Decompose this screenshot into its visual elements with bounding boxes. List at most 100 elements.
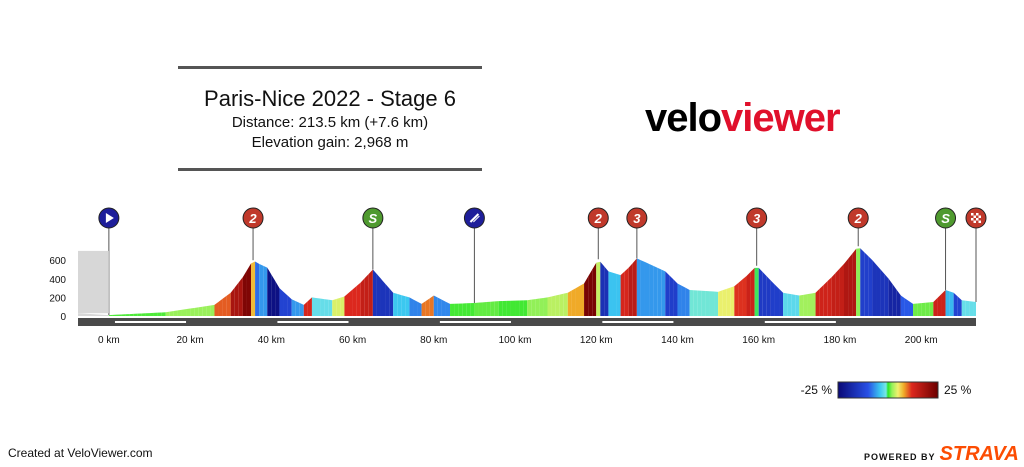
profile-slice <box>803 294 808 316</box>
profile-slice <box>320 298 325 316</box>
profile-slice <box>604 266 609 316</box>
x-tick-label: 120 km <box>580 335 613 346</box>
profile-slice <box>389 288 394 316</box>
profile-slice <box>746 271 751 316</box>
profile-slice <box>969 301 974 316</box>
profile-slice <box>608 271 613 316</box>
legend-swatch <box>887 382 889 398</box>
profile-slice <box>198 306 203 316</box>
profile-slice <box>413 299 418 316</box>
legend-swatch <box>846 382 848 398</box>
climb-marker <box>242 207 264 229</box>
profile-slice <box>848 253 853 316</box>
profile-slice <box>876 264 881 316</box>
profile-slice <box>774 284 780 316</box>
legend-swatch <box>843 382 845 398</box>
profile-slice <box>539 297 544 316</box>
profile-slice <box>450 303 455 316</box>
legend-swatch <box>918 382 920 398</box>
profile-slice <box>779 288 784 316</box>
legend-swatch <box>855 382 857 398</box>
profile-slice <box>742 276 747 316</box>
legend-swatch <box>859 382 861 398</box>
profile-slice <box>437 297 442 316</box>
profile-slice <box>165 311 170 316</box>
profile-slice <box>490 301 495 316</box>
profile-slice <box>194 307 199 316</box>
legend-swatch <box>919 382 921 398</box>
legend-swatch <box>923 382 925 398</box>
profile-slice <box>640 260 645 316</box>
profile-slice <box>584 276 589 316</box>
strava-logo: STRAVA <box>939 443 1019 465</box>
legend-swatch <box>851 382 853 398</box>
profile-slice <box>510 300 516 316</box>
legend-swatch <box>854 382 856 398</box>
profile-slice <box>657 267 662 316</box>
profile-slice <box>271 274 276 316</box>
profile-slice <box>567 290 572 316</box>
legend-swatch <box>911 382 913 398</box>
profile-slice <box>892 284 897 316</box>
legend-swatch <box>926 382 928 398</box>
profile-slice <box>380 278 386 316</box>
legend-swatch <box>888 382 890 398</box>
legend-swatch <box>892 382 894 398</box>
profile-slice <box>409 297 414 316</box>
profile-slice <box>462 303 467 316</box>
profile-slice <box>324 299 329 316</box>
profile-slice <box>145 313 150 316</box>
profile-slice <box>502 300 507 316</box>
legend-swatch <box>898 382 900 398</box>
legend-swatch <box>852 382 854 398</box>
profile-slice <box>486 301 491 316</box>
profile-slice <box>783 292 788 316</box>
legend-swatch <box>866 382 868 398</box>
profile-slice <box>356 282 361 316</box>
checkered-flag-icon <box>973 215 976 218</box>
profile-slice <box>701 290 706 316</box>
legend-swatch <box>841 382 843 398</box>
profile-slice <box>523 300 528 316</box>
profile-slice <box>137 313 142 316</box>
legend-swatch <box>906 382 908 398</box>
profile-slice <box>571 288 576 316</box>
legend-swatch <box>915 382 917 398</box>
powered-by-text: POWERED BY <box>864 452 936 462</box>
climb-marker <box>626 207 648 229</box>
neutral-zone-block <box>78 250 109 314</box>
profile-slice <box>141 313 146 316</box>
title-block: Paris-Nice 2022 - Stage 6 Distance: 213.… <box>178 66 482 172</box>
profile-slice <box>360 278 365 316</box>
legend-swatch <box>899 382 901 398</box>
legend-swatch <box>844 382 846 398</box>
distance-text: Distance: 213.5 km (+7.6 km) <box>231 114 429 131</box>
profile-slice <box>880 269 885 316</box>
profile-slice <box>908 301 914 316</box>
legend-swatch <box>909 382 911 398</box>
x-axis-stripe <box>602 321 674 323</box>
profile-slice <box>921 302 926 316</box>
profile-slice <box>421 301 426 316</box>
legend-swatch <box>885 382 887 398</box>
profile-slice <box>149 312 154 316</box>
legend-swatch <box>853 382 855 398</box>
profile-slice <box>726 287 731 316</box>
profile-slice <box>933 298 938 316</box>
profile-slice <box>263 265 268 316</box>
legend-swatch <box>842 382 844 398</box>
veloviewer-logo: veloviewer <box>645 96 841 141</box>
climb-marker-label: 3 <box>633 211 641 226</box>
legend-swatch <box>912 382 914 398</box>
y-tick-label: 200 <box>49 293 66 304</box>
profile-slice <box>226 292 231 316</box>
x-axis-bar <box>78 318 976 326</box>
climb-marker-label: 3 <box>753 211 761 226</box>
profile-slice <box>125 314 130 316</box>
profile-slice <box>624 267 629 316</box>
y-tick-label: 600 <box>49 256 66 267</box>
profile-slice <box>669 275 674 316</box>
legend-swatch <box>882 382 884 398</box>
checkered-flag-icon <box>973 220 976 223</box>
legend-swatch <box>921 382 923 398</box>
